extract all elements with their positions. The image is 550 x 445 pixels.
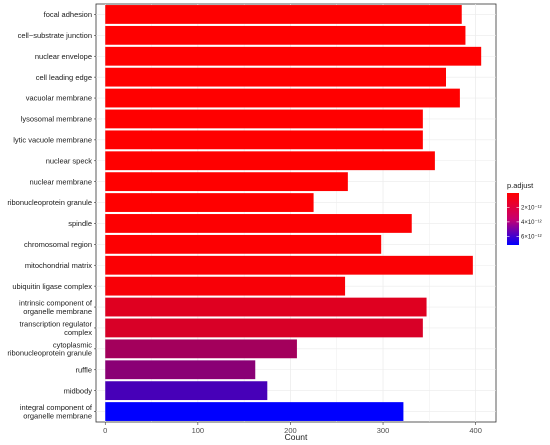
category-label: ubiquitin ligase complex — [12, 282, 92, 291]
x-tick-label: 300 — [377, 426, 390, 435]
category-label-line: lytic vacuole membrane — [13, 135, 92, 144]
category-label: nuclear membrane — [29, 177, 92, 186]
bar — [105, 339, 297, 359]
category-label-line: intrinsic component of — [19, 298, 93, 307]
legend-tick-label: 2×10⁻¹² — [521, 205, 542, 211]
x-tick-label: 100 — [192, 426, 205, 435]
category-label-line: cytoplasmic — [53, 340, 92, 349]
bar — [105, 109, 423, 129]
bar — [105, 5, 462, 24]
bar — [105, 234, 382, 254]
bar — [105, 276, 346, 296]
category-label-line: nuclear membrane — [29, 177, 92, 186]
x-tick-label: 200 — [284, 426, 297, 435]
bar — [105, 67, 446, 87]
bar — [105, 214, 412, 233]
bar — [105, 172, 348, 192]
category-label: spindle — [68, 219, 92, 228]
category-label: midbody — [64, 386, 93, 395]
category-label-line: chromosomal region — [24, 240, 92, 249]
plot-panel — [95, 3, 497, 423]
bar — [105, 255, 473, 275]
category-label-line: midbody — [64, 386, 93, 395]
category-label-line: complex — [64, 328, 92, 337]
category-label-line: organelle membrane — [23, 307, 92, 316]
category-label-line: ribonucleoprotein granule — [7, 349, 92, 358]
legend-ticks: 2×10⁻¹² 4×10⁻¹² 6×10⁻¹² — [507, 205, 542, 240]
category-label: ruffle — [75, 365, 92, 374]
category-label-line: transcription regulator — [19, 319, 92, 328]
category-label: transcription regulator complex — [19, 319, 92, 336]
category-labels: focal adhesion cell−substrate junction nuc… — [7, 10, 96, 420]
category-label: intrinsic component of organelle membrane — [19, 298, 93, 315]
category-label: ribonucleoprotein granule — [7, 198, 92, 207]
bar — [105, 151, 435, 171]
category-label-line: ribonucleoprotein granule — [7, 198, 92, 207]
category-label-line: integral component of — [20, 403, 93, 412]
category-label: cell leading edge — [36, 73, 92, 82]
color-legend: p.adjust 2×10⁻¹² 4×10⁻¹² 6×10⁻¹² — [507, 181, 542, 245]
category-label-line: nuclear envelope — [35, 52, 92, 61]
category-label-line: cell leading edge — [36, 73, 92, 82]
bar — [105, 130, 423, 150]
category-label-line: vacuolar membrane — [26, 94, 92, 103]
category-label-line: mitochondrial matrix — [25, 261, 92, 270]
category-label-line: spindle — [68, 219, 92, 228]
category-label: vacuolar membrane — [26, 94, 92, 103]
bar — [105, 25, 466, 45]
bar — [105, 360, 256, 380]
bar — [105, 381, 268, 401]
bar — [105, 297, 427, 317]
category-label-line: cell−substrate junction — [18, 31, 92, 40]
x-axis-ticks: 0 100 200 300 400 — [103, 422, 482, 435]
x-tick-label: 400 — [469, 426, 482, 435]
x-axis-title: Count — [285, 432, 308, 442]
category-label-line: lysosomal membrane — [21, 115, 92, 124]
category-label: focal adhesion — [44, 10, 92, 19]
legend-tick-label: 6×10⁻¹² — [521, 234, 542, 240]
category-label: mitochondrial matrix — [25, 261, 92, 270]
legend-tick-label: 4×10⁻¹² — [521, 220, 542, 226]
category-label: cytoplasmic ribonucleoprotein granule — [7, 340, 92, 357]
legend-colorbar — [507, 193, 519, 245]
category-label: cell−substrate junction — [18, 31, 92, 40]
bar — [105, 402, 404, 421]
category-label-line: organelle membrane — [23, 411, 92, 420]
category-label: nuclear speck — [46, 156, 93, 165]
bar — [105, 46, 482, 66]
category-label: integral component of organelle membrane — [20, 403, 93, 420]
category-label: chromosomal region — [24, 240, 92, 249]
category-label-line: ubiquitin ligase complex — [12, 282, 92, 291]
category-label: lytic vacuole membrane — [13, 135, 92, 144]
category-label-line: nuclear speck — [46, 156, 93, 165]
bar — [105, 193, 314, 212]
category-label-line: ruffle — [75, 365, 92, 374]
bar — [105, 88, 460, 108]
bars-group — [105, 5, 482, 421]
category-label: lysosomal membrane — [21, 115, 92, 124]
x-tick-label: 0 — [103, 426, 107, 435]
category-label-line: focal adhesion — [44, 10, 92, 19]
bar — [105, 318, 423, 338]
category-label: nuclear envelope — [35, 52, 92, 61]
legend-title: p.adjust — [507, 181, 534, 190]
